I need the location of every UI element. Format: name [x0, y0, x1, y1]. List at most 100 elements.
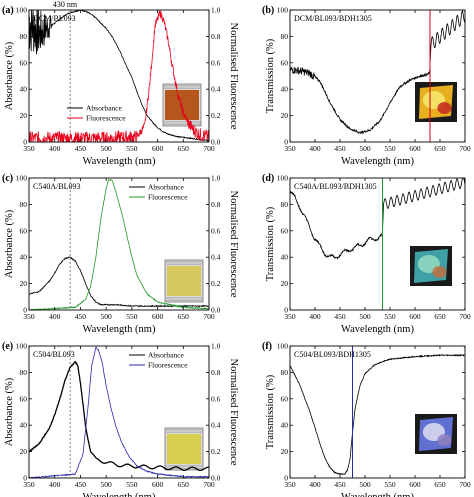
sample-label: DCM/BL093	[33, 14, 76, 23]
x-tick-label: 400	[309, 144, 321, 153]
panel-letter: (f)	[262, 341, 272, 352]
plot-frame	[289, 9, 466, 143]
x-tick-label: 650	[434, 312, 446, 321]
y-tick-label: 80	[20, 32, 28, 41]
x-tick-label: 550	[384, 312, 396, 321]
y-axis-label: Transmission (%)	[265, 374, 276, 449]
y2-tick-label: 0.4	[211, 253, 221, 262]
y-tick-label: 60	[20, 58, 28, 67]
inset-highlight	[437, 434, 452, 446]
x-axis-label: Wavelength (nm)	[83, 324, 156, 335]
x-axis-label: Wavelength (nm)	[83, 156, 156, 167]
sample-label: C540A/BL093/BDH1305	[294, 182, 377, 191]
y2-tick-label: 0.4	[211, 421, 221, 430]
inset-sample	[167, 266, 201, 296]
y-tick-label: 100	[16, 6, 28, 15]
y2-tick-label: 0.2	[211, 111, 221, 120]
x-tick-label: 350	[23, 480, 35, 489]
y2-tick-label: 1.0	[211, 174, 221, 183]
x-tick-label: 450	[334, 480, 346, 489]
y-tick-label: 0	[23, 474, 27, 483]
x-tick-label: 650	[178, 144, 190, 153]
x-tick-label: 400	[49, 144, 61, 153]
x-tick-label: 500	[101, 480, 113, 489]
x-tick-label: 450	[334, 144, 346, 153]
x-tick-label: 500	[359, 144, 371, 153]
inset-photo	[415, 82, 457, 122]
panel-letter: (c)	[2, 173, 13, 184]
x-tick-label: 700	[459, 144, 471, 153]
y-tick-label: 40	[281, 253, 289, 262]
y-tick-label: 0	[23, 306, 27, 315]
y-tick-label: 20	[20, 111, 28, 120]
panel-d: 350 400 450 500 550 600 650 700 0 20 40 60 80 100 Wave…	[262, 173, 471, 335]
x-tick-label: 400	[309, 480, 321, 489]
y-tick-label: 60	[281, 58, 289, 67]
y-tick-label: 80	[281, 200, 289, 209]
x-tick-label: 700	[459, 480, 471, 489]
panel-e: 350 400 450 500 550 600 650 700 0 0.0 20 0.2 40 0.4 60…	[2, 341, 239, 497]
plot-frame	[28, 345, 210, 479]
x-tick-label: 350	[23, 312, 35, 321]
panel-b: 350 400 450 500 550 600 650 700 0 20 40 60 80 100 Wave…	[262, 5, 471, 167]
y2-tick-label: 0.0	[211, 474, 221, 483]
transmission-curve	[289, 10, 466, 135]
y2-tick-label: 0.2	[211, 279, 221, 288]
absorbance-curve	[28, 9, 209, 142]
y-tick-label: 40	[20, 85, 28, 94]
x-tick-label: 650	[434, 480, 446, 489]
y2-axis-label: Normalised Fluorescence	[228, 358, 239, 465]
legend-label: Fluorescence	[148, 361, 188, 370]
inset-photo	[415, 414, 457, 454]
y2-tick-label: 0.6	[211, 58, 221, 67]
x-tick-label: 350	[284, 144, 296, 153]
panel-c: 350 400 450 500 550 600 650 700 0 0.0 20 0.2 40 0.4 60…	[2, 173, 239, 335]
y-tick-label: 100	[16, 174, 28, 183]
y2-tick-label: 0.8	[211, 368, 221, 377]
x-tick-label: 450	[75, 144, 87, 153]
legend-label: Absorbance	[86, 104, 122, 113]
panel-letter: (d)	[262, 173, 274, 184]
plot-frame	[289, 177, 466, 311]
x-tick-label: 500	[359, 480, 371, 489]
y2-tick-label: 0.4	[211, 85, 221, 94]
x-tick-label: 600	[409, 144, 421, 153]
x-tick-label: 350	[23, 144, 35, 153]
x-tick-label: 600	[152, 144, 164, 153]
x-tick-label: 400	[49, 480, 61, 489]
x-tick-label: 600	[152, 312, 164, 321]
y-tick-label: 40	[20, 421, 28, 430]
x-tick-label: 600	[152, 480, 164, 489]
x-tick-label: 350	[284, 312, 296, 321]
inset-sample	[167, 434, 201, 464]
y-tick-label: 100	[16, 342, 28, 351]
y-tick-label: 0	[284, 306, 288, 315]
panel-letter: (e)	[2, 341, 13, 352]
panel-f: 350 400 450 500 550 600 650 700 0 20 40 60 80 100 Wave…	[262, 341, 471, 497]
sample-label: DCM/BL093/BDH1305	[294, 14, 372, 23]
y-tick-label: 40	[20, 253, 28, 262]
y-tick-label: 40	[281, 421, 289, 430]
x-tick-label: 700	[203, 144, 215, 153]
x-tick-label: 700	[459, 312, 471, 321]
y2-tick-label: 0.6	[211, 226, 221, 235]
x-tick-label: 350	[284, 480, 296, 489]
y-tick-label: 100	[277, 6, 289, 15]
legend-label: Absorbance	[148, 183, 184, 192]
x-tick-label: 650	[434, 144, 446, 153]
legend-label: Fluorescence	[148, 193, 188, 202]
y-tick-label: 80	[20, 368, 28, 377]
x-axis-label: Wavelength (nm)	[83, 492, 156, 497]
x-tick-label: 550	[126, 144, 138, 153]
y-tick-label: 0	[23, 138, 27, 147]
y-tick-label: 0	[284, 474, 288, 483]
y-tick-label: 60	[281, 226, 289, 235]
x-tick-label: 450	[334, 312, 346, 321]
y-tick-label: 0	[284, 138, 288, 147]
absorbance-curve	[28, 361, 209, 471]
y-tick-label: 40	[281, 85, 289, 94]
y-tick-label: 80	[281, 368, 289, 377]
y-tick-label: 20	[281, 111, 289, 120]
y-tick-label: 60	[20, 226, 28, 235]
